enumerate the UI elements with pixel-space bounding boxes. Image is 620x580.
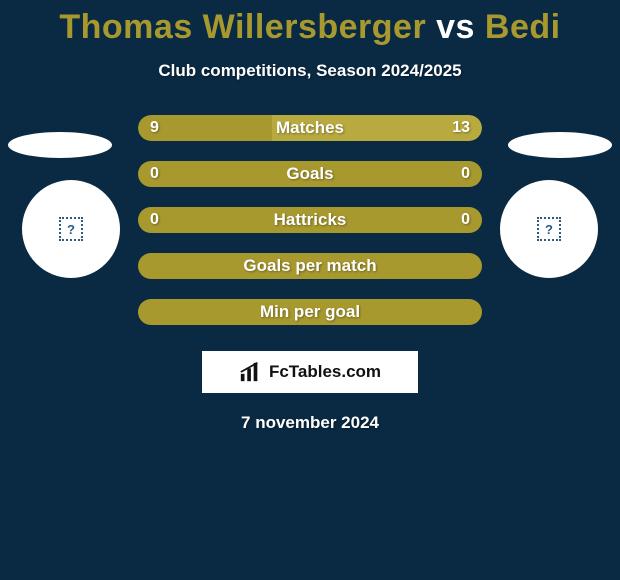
stat-row-hattricks: 0 Hattricks 0 (138, 207, 482, 233)
vs-label: vs (436, 8, 475, 46)
stat-row-matches: 9 Matches 13 (138, 115, 482, 141)
brand-box[interactable]: FcTables.com (202, 351, 418, 393)
stat-right-value: 0 (461, 211, 470, 229)
team-badge-right (500, 180, 598, 278)
placeholder-icon (59, 217, 83, 241)
country-flag-right (508, 132, 612, 158)
stat-left-value: 9 (150, 119, 159, 137)
team-badge-left (22, 180, 120, 278)
stat-row-goals: 0 Goals 0 (138, 161, 482, 187)
stat-label: Min per goal (260, 302, 360, 322)
stat-label: Matches (276, 118, 344, 138)
brand-text: FcTables.com (269, 362, 381, 382)
stat-left-value: 0 (150, 211, 159, 229)
stat-label: Goals (286, 164, 333, 184)
player-left-name: Thomas Willersberger (59, 8, 426, 46)
stat-row-min-per-goal: Min per goal (138, 299, 482, 325)
date-label: 7 november 2024 (0, 413, 620, 433)
comparison-card: Thomas Willersberger vs Bedi Club compet… (0, 8, 620, 580)
stat-row-goals-per-match: Goals per match (138, 253, 482, 279)
bar-chart-icon (239, 361, 261, 383)
stat-label: Goals per match (243, 256, 376, 276)
player-right-name: Bedi (485, 8, 561, 46)
country-flag-left (8, 132, 112, 158)
stat-left-value: 0 (150, 165, 159, 183)
placeholder-icon (537, 217, 561, 241)
stat-label: Hattricks (274, 210, 347, 230)
stat-right-value: 0 (461, 165, 470, 183)
stat-right-value: 13 (452, 119, 470, 137)
page-title: Thomas Willersberger vs Bedi (0, 8, 620, 47)
subtitle: Club competitions, Season 2024/2025 (0, 61, 620, 81)
